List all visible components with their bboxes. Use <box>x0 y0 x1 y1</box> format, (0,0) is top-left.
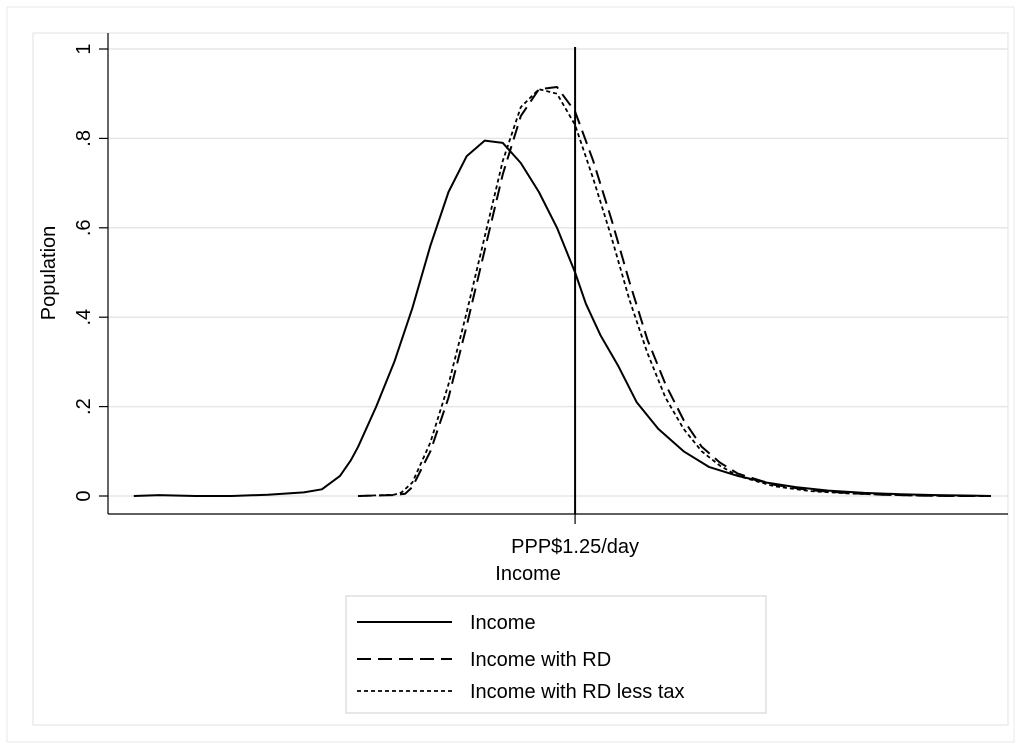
series-group <box>133 86 992 497</box>
series-line-1 <box>358 86 991 497</box>
legend-box <box>345 595 767 714</box>
series-line-2 <box>358 88 991 497</box>
x-tick-label: PPP$1.25/day <box>511 536 639 558</box>
legend: Income Income with RD Income with RD les… <box>345 595 767 714</box>
y-tick-label: .6 <box>73 219 95 236</box>
legend-label-income: Income <box>470 612 536 634</box>
y-ticks: 0 .2 .4 .6 .8 1 <box>73 43 108 502</box>
axes <box>107 33 1008 515</box>
x-axis-label: Income <box>495 563 561 585</box>
y-tick-label: .8 <box>73 130 95 147</box>
y-tick-label: 0 <box>73 490 95 501</box>
y-axis-label: Population <box>38 226 60 321</box>
series-line-0 <box>133 139 992 497</box>
legend-label-income-rd-less-tax: Income with RD less tax <box>470 681 685 703</box>
y-tick-label: .2 <box>73 398 95 415</box>
y-tick-label: 1 <box>73 43 95 54</box>
y-tick-label: .4 <box>73 309 95 326</box>
legend-label-income-rd: Income with RD <box>470 649 611 671</box>
